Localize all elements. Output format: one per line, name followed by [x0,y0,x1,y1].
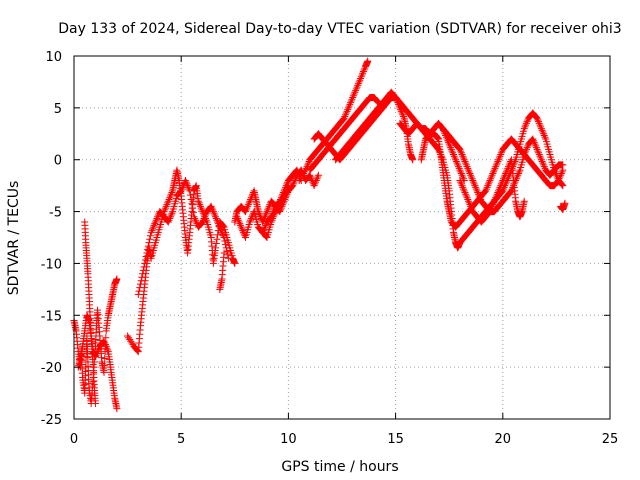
x-tick-label: 5 [177,432,185,447]
data-series [71,58,569,412]
y-tick-label: 10 [45,50,62,65]
data-point [146,236,153,243]
data-point [138,274,145,281]
series-track-l [396,110,566,252]
y-tick-label: -5 [49,206,62,221]
data-point [147,232,154,239]
x-tick-label: 15 [387,432,404,447]
y-tick-label: -15 [41,309,62,324]
sdtvar-chart: 0 5 10 15 20 25 -25 -20 -15 -10 -5 0 5 10 Day 133 of … [0,0,640,480]
x-tick-label: 20 [495,432,512,447]
x-tick-label: 0 [70,432,78,447]
x-axis-label: GPS time / hours [281,459,398,475]
x-tick-label: 10 [280,432,297,447]
data-point [135,291,142,298]
data-point [136,288,143,295]
y-axis-label: SDTVAR / TECUs [6,181,22,296]
series-track-h [296,58,372,184]
y-tick-label: 0 [54,154,62,169]
data-point [189,205,196,212]
data-point [113,405,120,412]
y-tick-label: 5 [54,102,62,117]
series-track-p [557,200,568,213]
y-tick-label: -20 [41,361,62,376]
axis-ticks: 0 5 10 15 20 25 -25 -20 -15 -10 -5 0 5 10 [41,50,619,447]
data-point [137,281,144,288]
data-point [101,369,108,376]
series-track-r [216,250,227,293]
data-point [521,198,528,205]
data-point [136,284,143,291]
y-tick-label: -10 [41,257,62,272]
x-tick-label: 25 [602,432,619,447]
chart-title: Day 133 of 2024, Sidereal Day-to-day VTE… [58,21,621,37]
y-tick-label: -25 [41,413,62,428]
data-point [138,277,145,284]
data-point [145,243,152,250]
